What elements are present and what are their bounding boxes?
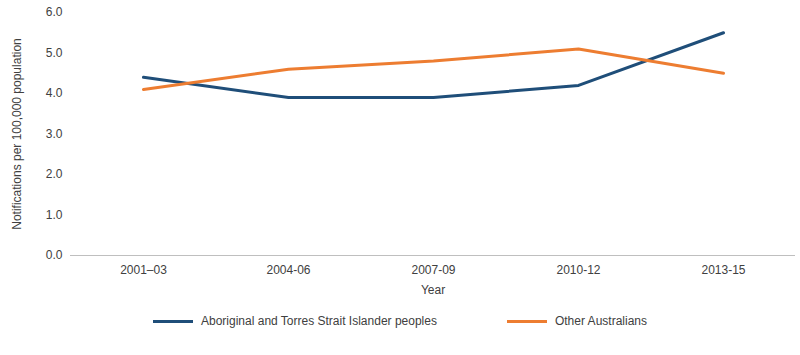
svg-text:Notifications per 100,000 popu: Notifications per 100,000 population bbox=[10, 38, 24, 229]
svg-text:2007-09: 2007-09 bbox=[411, 263, 455, 277]
svg-text:4.0: 4.0 bbox=[46, 86, 63, 100]
svg-text:3.0: 3.0 bbox=[46, 127, 63, 141]
svg-text:Year: Year bbox=[421, 283, 445, 297]
svg-text:2001–03: 2001–03 bbox=[120, 263, 167, 277]
svg-text:2.0: 2.0 bbox=[46, 167, 63, 181]
svg-text:5.0: 5.0 bbox=[46, 46, 63, 60]
svg-text:0.0: 0.0 bbox=[46, 248, 63, 262]
svg-text:1.0: 1.0 bbox=[46, 208, 63, 222]
svg-text:6.0: 6.0 bbox=[46, 5, 63, 19]
html-text:Aboriginal and Torres Strait I: Aboriginal and Torres Strait Islander pe… bbox=[201, 314, 437, 328]
html-text:Other Australians: Other Australians bbox=[554, 314, 647, 328]
svg-text:2004-06: 2004-06 bbox=[266, 263, 310, 277]
svg-text:2010-12: 2010-12 bbox=[556, 263, 600, 277]
svg-text:2013-15: 2013-15 bbox=[701, 263, 745, 277]
